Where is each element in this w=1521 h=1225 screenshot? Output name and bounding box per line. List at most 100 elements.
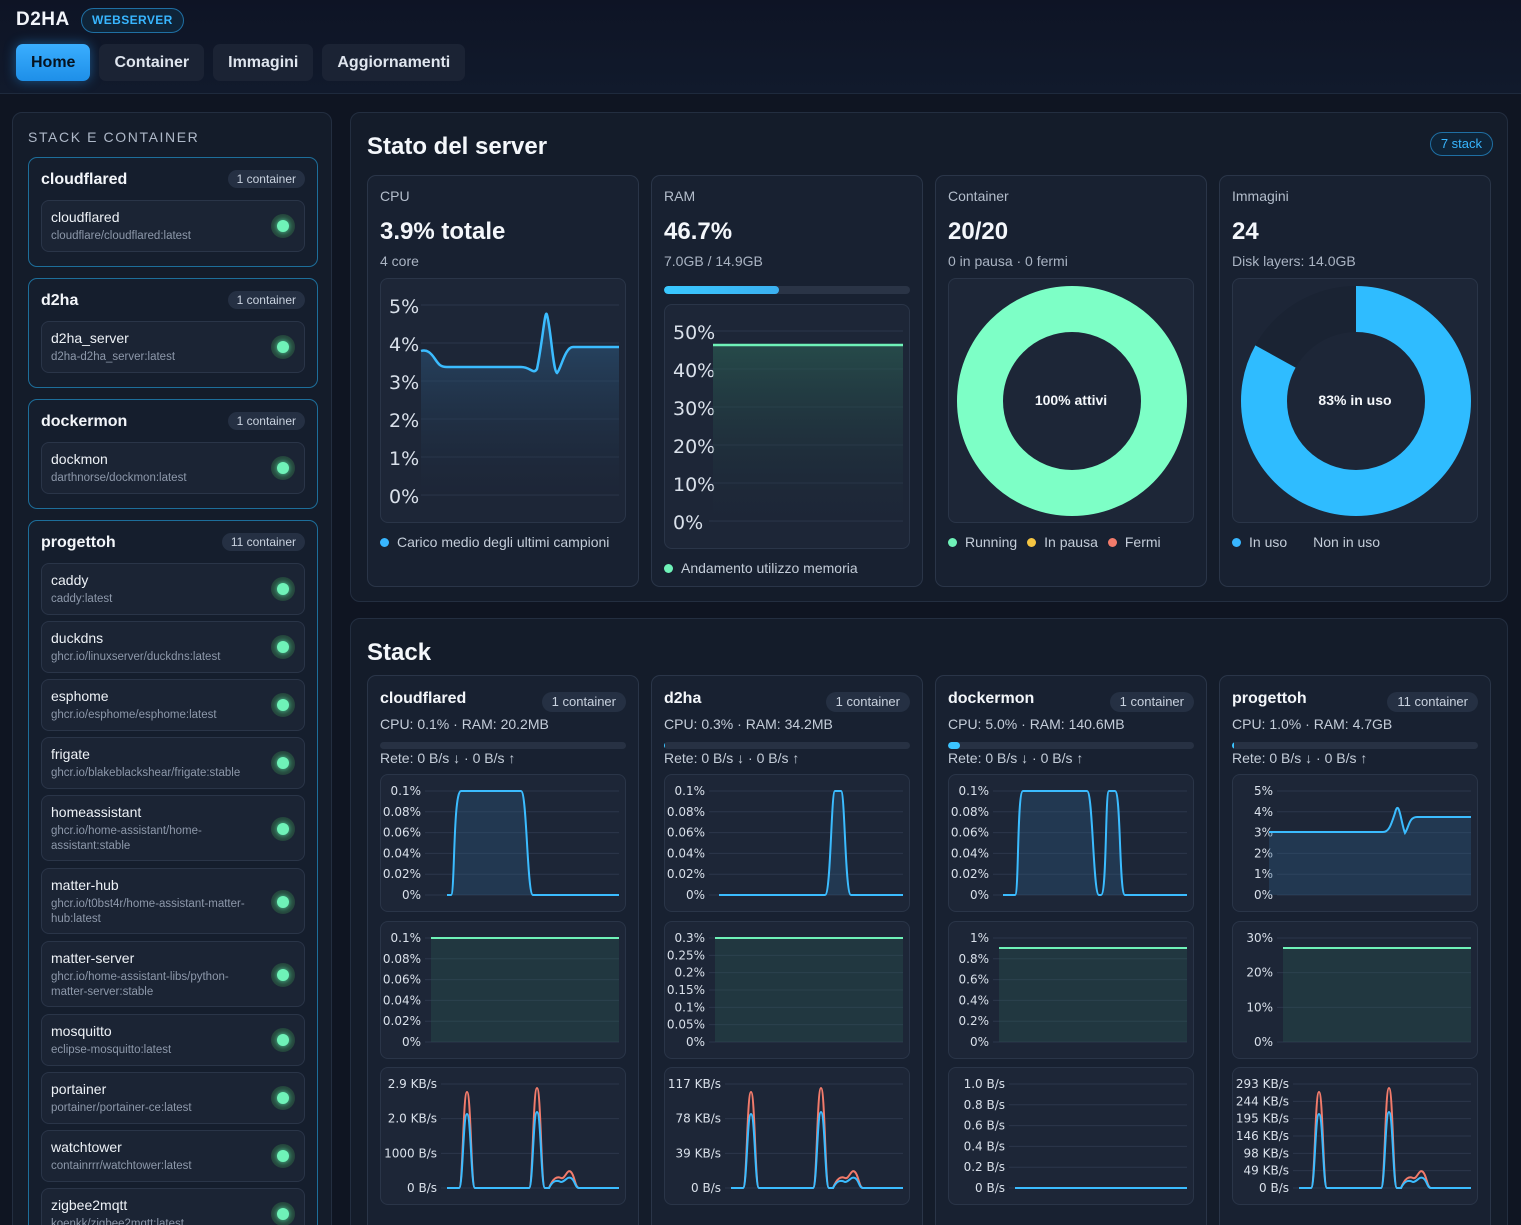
axis-tick: 0.1% <box>675 1000 706 1014</box>
container-item[interactable]: matter-hub ghcr.io/t0bst4r/home-assistan… <box>41 868 305 934</box>
axis-tick: 39 KB/s <box>676 1146 721 1160</box>
tab-home[interactable]: Home <box>16 44 91 81</box>
sidebar-stack-cloudflared[interactable]: cloudflared 1 container cloudflared clou… <box>28 157 318 267</box>
stack-card-network: Rete: 0 B/s ↓ · 0 B/s ↑ <box>1232 750 1368 766</box>
axis-tick: 0.02% <box>951 867 989 881</box>
container-item[interactable]: matter-server ghcr.io/home-assistant-lib… <box>41 941 305 1007</box>
ram-progress-bar <box>664 286 910 294</box>
stack-card-dockermon[interactable]: dockermon 1 container CPU: 5.0% · RAM: 1… <box>935 675 1207 1225</box>
stack-cpu-chart: 0.1% 0.08% 0.06% 0.04% 0.02% 0% <box>380 774 626 912</box>
axis-tick: 0.15% <box>667 983 705 997</box>
status-running-icon <box>271 635 295 659</box>
containers-legend: Running In pausa Fermi <box>948 534 1161 550</box>
container-image: ghcr.io/esphome/esphome:latest <box>51 709 217 721</box>
stack-card-name: dockermon <box>948 690 1035 707</box>
axis-tick: 0.04% <box>951 846 989 860</box>
axis-tick: 0% <box>970 1035 989 1049</box>
container-name: zigbee2mqtt <box>51 1197 128 1213</box>
axis-tick: 5% <box>1254 784 1273 798</box>
cpu-line <box>420 312 619 375</box>
status-running-icon <box>271 890 295 914</box>
container-item[interactable]: portainer portainer/portainer-ce:latest <box>41 1072 305 1124</box>
stack-cpu-line <box>1003 790 1187 896</box>
container-item[interactable]: d2ha_server d2ha-d2ha_server:latest <box>41 321 305 373</box>
stack-cpu-area <box>719 791 903 895</box>
axis-tick: 0.6 B/s <box>964 1119 1005 1133</box>
stack-ram-area <box>999 948 1187 1042</box>
sidebar-title: STACK E CONTAINER <box>28 129 200 145</box>
stack-cpu-bar-fill <box>1232 742 1235 749</box>
status-running-icon <box>271 1202 295 1225</box>
stack-cpu-line <box>719 790 903 896</box>
stack-card-d2ha[interactable]: d2ha 1 container CPU: 0.3% · RAM: 34.2MB… <box>651 675 923 1225</box>
axis-tick: 0.02% <box>383 1014 421 1028</box>
stack-card-count: 1 container <box>1109 692 1194 712</box>
container-item[interactable]: dockmon darthnorse/dockmon:latest <box>41 442 305 494</box>
ram-value: 46.7% <box>664 218 733 245</box>
containers-value: 20/20 <box>948 218 1009 245</box>
legend-dot-icon <box>1107 537 1117 547</box>
axis-tick: 0.06% <box>383 973 421 987</box>
axis-tick: 0.08% <box>383 952 421 966</box>
containers-sub: 0 in pausa · 0 fermi <box>948 253 1068 269</box>
container-item[interactable]: homeassistant ghcr.io/home-assistant/hom… <box>41 795 305 861</box>
cpu-tick: 1% <box>389 448 419 470</box>
card-label: CPU <box>380 188 410 204</box>
container-item[interactable]: cloudflared cloudflare/cloudflared:lates… <box>41 200 305 252</box>
stack-net-chart: 2.9 KB/s 2.0 KB/s 1000 B/s 0 B/s <box>380 1067 626 1205</box>
legend-dot-icon <box>948 537 957 547</box>
stack-card-network: Rete: 0 B/s ↓ · 0 B/s ↑ <box>380 750 516 766</box>
ram-tick: 0% <box>673 512 703 534</box>
tab-immagini[interactable]: Immagini <box>213 44 314 81</box>
container-name: mosquitto <box>51 1023 112 1039</box>
stack-card-name: cloudflared <box>380 690 467 707</box>
axis-tick: 146 KB/s <box>1236 1129 1289 1143</box>
axis-tick: 0 B/s <box>407 1181 437 1195</box>
sidebar-stack-progettoh[interactable]: progettoh 11 container caddy caddy:lates… <box>28 520 318 1225</box>
container-name: d2ha_server <box>51 330 129 346</box>
container-image: eclipse-mosquitto:latest <box>51 1044 172 1056</box>
stack-card-usage: CPU: 5.0% · RAM: 140.6MB <box>948 716 1125 732</box>
container-item[interactable]: zigbee2mqtt koenkk/zigbee2mqtt:latest <box>41 1188 305 1225</box>
panel-title: Stato del server <box>367 133 548 160</box>
axis-tick: 293 KB/s <box>1236 1077 1289 1091</box>
stack-card-cloudflared[interactable]: cloudflared 1 container CPU: 0.1% · RAM:… <box>367 675 639 1225</box>
axis-tick: 0.1% <box>959 784 990 798</box>
container-name: matter-hub <box>51 877 119 893</box>
stack-cpu-line <box>1269 806 1471 836</box>
tab-aggiornamenti[interactable]: Aggiornamenti <box>322 44 466 81</box>
cpu-tick: 2% <box>389 410 419 432</box>
axis-tick: 0.4 B/s <box>964 1139 1005 1153</box>
stack-net-tx-line <box>1299 1110 1471 1189</box>
container-item[interactable]: mosquitto eclipse-mosquitto:latest <box>41 1014 305 1066</box>
axis-tick: 0 B/s <box>1259 1181 1289 1195</box>
legend-dot-icon <box>1027 537 1037 547</box>
images-legend: In uso Non in uso <box>1232 534 1380 550</box>
container-image: ghcr.io/t0bst4r/home-assistant-matter-hu… <box>51 898 245 925</box>
container-item[interactable]: watchtower containrrr/watchtower:latest <box>41 1130 305 1182</box>
axis-tick: 0.2% <box>675 966 706 980</box>
webserver-badge: WEBSERVER <box>81 8 184 33</box>
container-image: cloudflare/cloudflared:latest <box>51 230 191 242</box>
container-item[interactable]: caddy caddy:latest <box>41 563 305 615</box>
ram-progress-fill <box>664 286 779 294</box>
container-item[interactable]: esphome ghcr.io/esphome/esphome:latest <box>41 679 305 731</box>
sidebar: STACK E CONTAINER cloudflared 1 containe… <box>12 112 332 1225</box>
stack-cpu-bar <box>664 742 910 749</box>
sidebar-stack-dockermon[interactable]: dockermon 1 container dockmon darthnorse… <box>28 399 318 509</box>
containers-donut: 100% attivi <box>948 278 1194 523</box>
stack-cpu-bar <box>1232 742 1478 749</box>
axis-tick: 244 KB/s <box>1236 1094 1289 1108</box>
stack-card-progettoh[interactable]: progettoh 11 container CPU: 1.0% · RAM: … <box>1219 675 1491 1225</box>
axis-tick: 10% <box>1246 1000 1273 1014</box>
stack-count-badge: 1 container <box>227 291 305 309</box>
container-item[interactable]: frigate ghcr.io/blakeblackshear/frigate:… <box>41 737 305 789</box>
axis-tick: 0.08% <box>383 805 421 819</box>
tab-container[interactable]: Container <box>99 44 205 81</box>
container-item[interactable]: duckdns ghcr.io/linuxserver/duckdns:late… <box>41 621 305 673</box>
container-image: containrrr/watchtower:latest <box>51 1160 192 1172</box>
stack-card-name: progettoh <box>1232 690 1307 707</box>
stack-count-badge: 11 container <box>221 533 305 551</box>
sidebar-stack-d2ha[interactable]: d2ha 1 container d2ha_server d2ha-d2ha_s… <box>28 278 318 388</box>
container-name: caddy <box>51 572 89 588</box>
